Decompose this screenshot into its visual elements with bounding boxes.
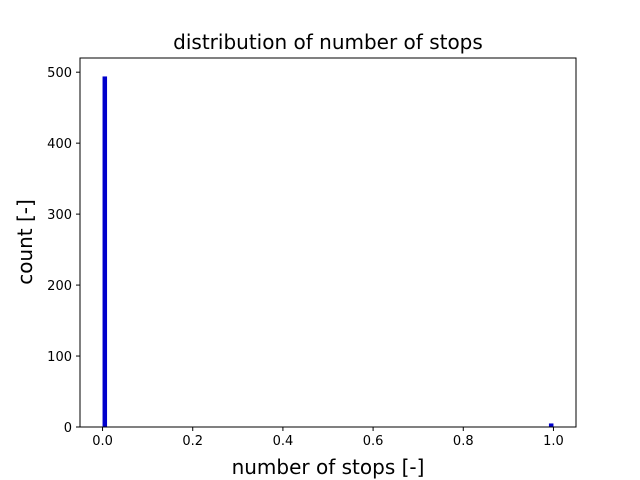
x-axis-label: number of stops [-]	[232, 455, 425, 479]
y-tick-label: 500	[47, 66, 72, 81]
bars-layer	[102, 76, 554, 427]
x-tick-label: 0.2	[182, 434, 203, 449]
y-axis: 0 100 200 300 400 500	[47, 66, 80, 436]
y-tick-label: 100	[47, 350, 72, 365]
y-tick-label: 300	[47, 208, 72, 223]
x-tick-label: 0.8	[453, 434, 474, 449]
x-tick-label: 0.0	[92, 434, 113, 449]
x-tick-label: 0.6	[363, 434, 384, 449]
x-tick-label: 0.4	[273, 434, 294, 449]
y-tick-label: 0	[64, 421, 72, 436]
x-tick-label: 1.0	[543, 434, 564, 449]
x-axis: 0.0 0.2 0.4 0.6 0.8 1.0	[92, 427, 564, 449]
plot-frame	[79, 57, 577, 428]
y-axis-label: count [-]	[13, 199, 37, 285]
y-tick-label: 400	[47, 137, 72, 152]
bar-1	[548, 423, 554, 427]
bar-0	[102, 76, 108, 427]
chart-title: distribution of number of stops	[173, 30, 483, 54]
y-tick-label: 200	[47, 279, 72, 294]
